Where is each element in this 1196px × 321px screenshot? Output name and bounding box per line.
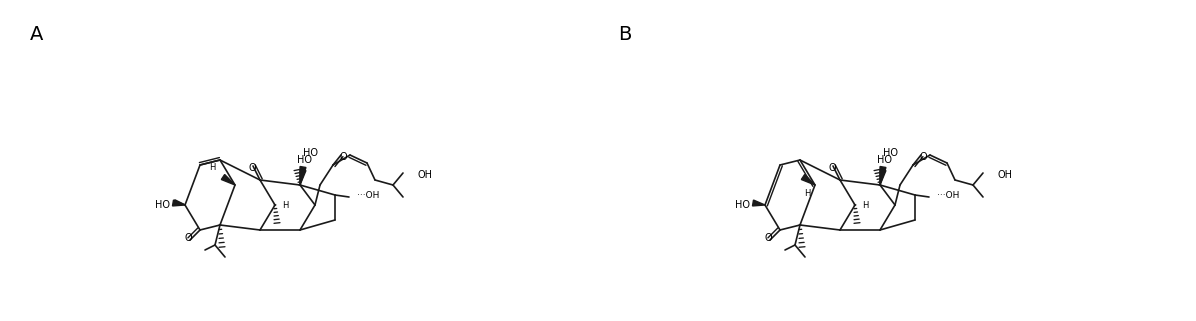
Text: HO: HO [736, 200, 750, 210]
Text: OH: OH [997, 170, 1012, 180]
Polygon shape [801, 175, 814, 185]
Text: O: O [340, 152, 347, 162]
Text: B: B [618, 25, 631, 44]
Text: O: O [764, 233, 771, 243]
Polygon shape [300, 167, 306, 185]
Text: H: H [862, 201, 868, 210]
Text: H: H [282, 201, 288, 210]
Text: H: H [209, 163, 215, 172]
Text: O: O [249, 163, 256, 173]
Text: A: A [30, 25, 43, 44]
Text: HO: HO [298, 155, 312, 165]
Text: O: O [828, 163, 836, 173]
Text: OH: OH [417, 170, 432, 180]
Text: H: H [804, 188, 810, 197]
Text: HO: HO [878, 155, 892, 165]
Text: HO: HO [303, 148, 317, 158]
Text: HO: HO [155, 200, 170, 210]
Text: O: O [184, 233, 191, 243]
Polygon shape [880, 167, 886, 185]
Polygon shape [880, 169, 886, 185]
Text: O: O [920, 152, 927, 162]
Text: ···OH: ···OH [936, 190, 959, 199]
Polygon shape [221, 175, 234, 185]
Text: HO: HO [883, 148, 897, 158]
Polygon shape [752, 200, 765, 206]
Polygon shape [300, 169, 306, 185]
Text: ···OH: ···OH [356, 190, 379, 199]
Polygon shape [172, 200, 185, 206]
